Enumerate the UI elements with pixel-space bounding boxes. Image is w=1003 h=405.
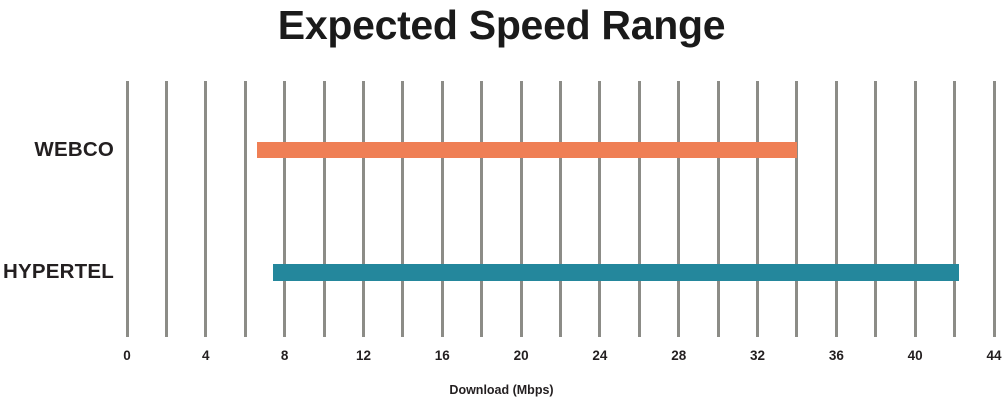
x-tick-label-40: 40 [907,348,923,363]
plot-area [125,81,996,337]
x-tick-label-8: 8 [280,348,289,363]
category-label-hypertel: HYPERTEL [3,260,114,283]
x-tick-label-44: 44 [986,348,1002,363]
gridline-28 [677,81,681,337]
gridline-24 [598,81,602,337]
gridline-16 [440,81,444,337]
gridline-40 [913,81,917,337]
x-tick-label-36: 36 [828,348,844,363]
x-tick-label-32: 32 [750,348,766,363]
gridline-18 [480,81,484,337]
gridline-44 [992,81,996,337]
x-tick-label-24: 24 [592,348,608,363]
gridline-6 [243,81,247,337]
x-axis-title: Download (Mbps) [449,383,554,397]
gridline-20 [519,81,523,337]
x-tick-label-0: 0 [123,348,131,363]
gridline-10 [322,81,326,337]
gridline-34 [795,81,799,337]
gridline-32 [756,81,760,337]
gridline-22 [559,81,562,337]
x-tick-label-12: 12 [355,348,371,363]
gridline-42 [953,81,957,337]
gridline-26 [637,81,641,337]
x-tick-label-16: 16 [434,348,450,363]
gridline-2 [164,81,168,337]
gridline-0 [125,81,129,337]
gridline-30 [716,81,720,337]
gridline-8 [283,81,287,337]
category-label-webco: WEBCO [34,138,114,161]
x-tick-label-28: 28 [671,348,687,363]
range-bar-webco[interactable] [257,142,797,158]
gridline-38 [874,81,878,337]
chart-title: Expected Speed Range [277,2,726,48]
range-bar-hypertel[interactable] [272,264,959,281]
x-tick-label-20: 20 [513,348,529,363]
gridline-12 [361,81,365,337]
x-tick-label-4: 4 [202,348,210,363]
gridline-4 [204,81,208,337]
gridline-14 [401,81,405,337]
gridline-36 [834,81,838,337]
